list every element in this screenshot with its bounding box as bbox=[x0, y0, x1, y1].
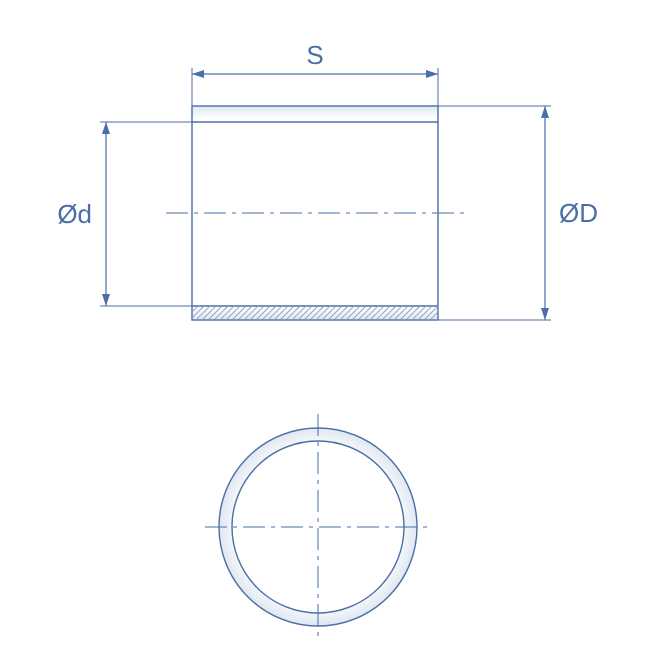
dim-arrow bbox=[102, 294, 110, 306]
dimension-inner-dia: Ød bbox=[57, 122, 192, 306]
technical-drawing: S Ød ØD bbox=[0, 0, 671, 670]
dim-arrow bbox=[541, 106, 549, 118]
label-width: S bbox=[306, 40, 323, 70]
dim-arrow bbox=[541, 308, 549, 320]
dim-arrow bbox=[192, 70, 204, 78]
label-inner-dia: Ød bbox=[57, 199, 92, 229]
dim-arrow bbox=[102, 122, 110, 134]
dim-arrow bbox=[426, 70, 438, 78]
end-view bbox=[205, 414, 431, 640]
label-outer-dia: ØD bbox=[559, 198, 598, 228]
dimension-width: S bbox=[192, 40, 438, 106]
side-view: S Ød ØD bbox=[57, 40, 598, 320]
